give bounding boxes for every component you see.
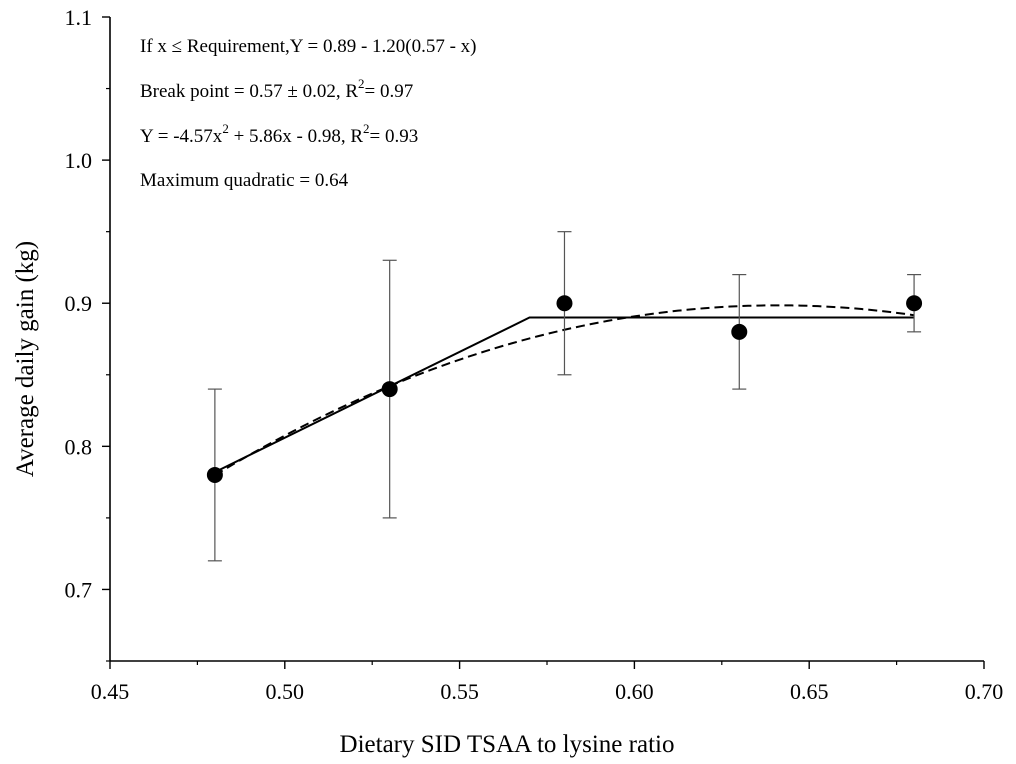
annotation-superscript: 2: [222, 121, 229, 136]
annotation-text: If x ≤ Requirement,Y = 0.89 - 1.20(0.57 …: [140, 36, 477, 57]
x-tick-label: 0.65: [790, 679, 829, 704]
plot-area: [206, 231, 923, 562]
y-axis-title: Average daily gain (kg): [12, 241, 39, 477]
y-tick-label: 1.1: [65, 5, 93, 30]
annotation-superscript: 2: [358, 76, 365, 91]
data-point: [731, 323, 748, 340]
x-tick-label: 0.50: [266, 679, 305, 704]
data-point: [381, 381, 398, 398]
annotation-text: Y = -4.57x: [140, 126, 223, 147]
broken-line-fit: [214, 316, 915, 473]
y-tick-label: 0.8: [65, 434, 93, 459]
axes: 0.45 0.50 0.55 0.60 0.65 0.70 0.7 0.8 0.9 1.0 1.1 D…: [12, 5, 1003, 758]
data-point: [206, 466, 223, 483]
data-point: [556, 295, 573, 312]
x-tick-label: 0.70: [965, 679, 1004, 704]
x-axis-title: Dietary SID TSAA to lysine ratio: [340, 731, 675, 758]
data-point: [906, 295, 923, 312]
annotation-text: = 0.97: [365, 81, 414, 102]
x-tick-label: 0.60: [615, 679, 654, 704]
y-tick-label: 0.9: [65, 291, 93, 316]
annotations: If x ≤ Requirement,Y = 0.89 - 1.20(0.57 …: [140, 36, 477, 191]
annotation-text: = 0.93: [370, 126, 419, 147]
x-tick-label: 0.55: [440, 679, 479, 704]
annotation-line: Break point = 0.57 ± 0.02, R2= 0.97: [140, 76, 413, 102]
annotation-text: Maximum quadratic = 0.64: [140, 170, 349, 191]
y-tick-label: 1.0: [65, 148, 93, 173]
annotation-line: If x ≤ Requirement,Y = 0.89 - 1.20(0.57 …: [140, 36, 477, 57]
annotation-text: + 5.86x - 0.98, R: [229, 126, 364, 147]
annotation-line: Maximum quadratic = 0.64: [140, 170, 349, 191]
x-tick-label: 0.45: [91, 679, 130, 704]
annotation-superscript: 2: [363, 121, 370, 136]
annotation-line: Y = -4.57x2 + 5.86x - 0.98, R2= 0.93: [140, 121, 418, 147]
y-tick-label: 0.7: [65, 577, 93, 602]
annotation-text: Break point = 0.57 ± 0.02, R: [140, 81, 358, 102]
